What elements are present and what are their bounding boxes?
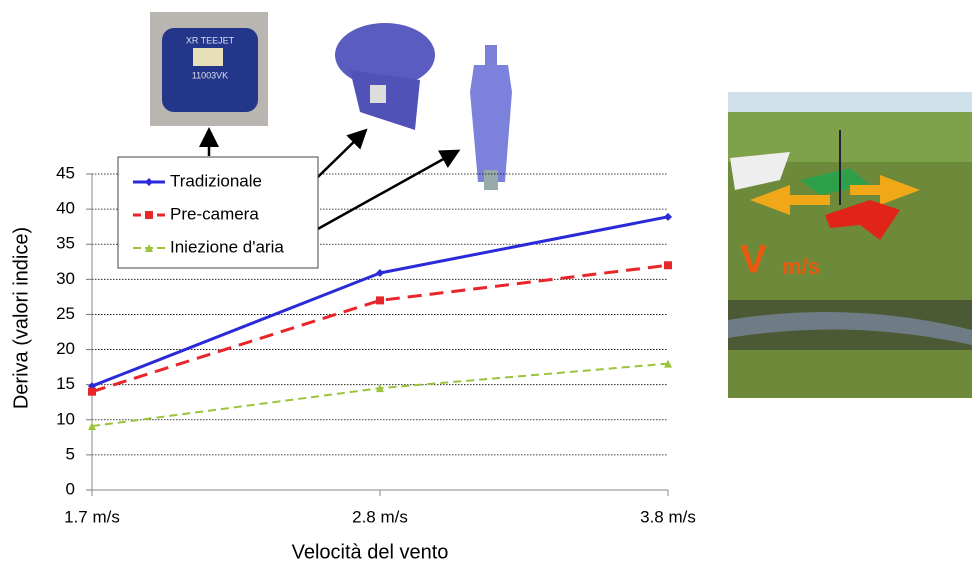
y-tick-label: 0 (66, 479, 75, 498)
nozzle-photo (470, 45, 512, 190)
nozzle-photo: XR TEEJET 11003VK (150, 12, 268, 126)
y-tick-label: 40 (56, 199, 75, 218)
nozzle-text: XR TEEJET (186, 35, 235, 45)
marker (88, 387, 96, 396)
x-tick-label: 1.7 m/s (64, 507, 120, 526)
marker (145, 211, 153, 219)
marker (88, 422, 96, 431)
marker (664, 212, 672, 221)
legend-label: Tradizionale (170, 171, 262, 190)
series-line (91, 263, 669, 394)
field-photo: V m/s (728, 92, 972, 398)
marker (376, 296, 384, 305)
y-axis-title: Deriva (valori indice) (10, 227, 32, 409)
y-tick-label: 20 (56, 339, 75, 358)
y-tick-label: 35 (56, 234, 75, 253)
legend-label: Pre-camera (170, 204, 259, 223)
photo-label: V (740, 238, 767, 282)
marker (376, 384, 384, 393)
y-tick-label: 25 (56, 304, 75, 323)
y-tick-label: 15 (56, 374, 75, 393)
series-line (91, 362, 669, 428)
marker (664, 359, 672, 368)
y-tick-label: 45 (56, 163, 75, 182)
y-tick-label: 30 (56, 269, 75, 288)
nozzle-photo (335, 23, 435, 130)
legend-label: Iniezione d'aria (170, 237, 284, 256)
photo-label: m/s (782, 254, 820, 279)
x-tick-label: 3.8 m/s (640, 507, 696, 526)
y-tick-label: 10 (56, 409, 75, 428)
y-tick-label: 5 (66, 444, 75, 463)
marker (145, 178, 153, 186)
marker (376, 269, 384, 278)
marker (145, 244, 153, 252)
x-tick-label: 2.8 m/s (352, 507, 408, 526)
x-axis-title: Velocità del vento (292, 541, 449, 562)
nozzle-text: 11003VK (192, 70, 228, 80)
marker (664, 261, 672, 270)
